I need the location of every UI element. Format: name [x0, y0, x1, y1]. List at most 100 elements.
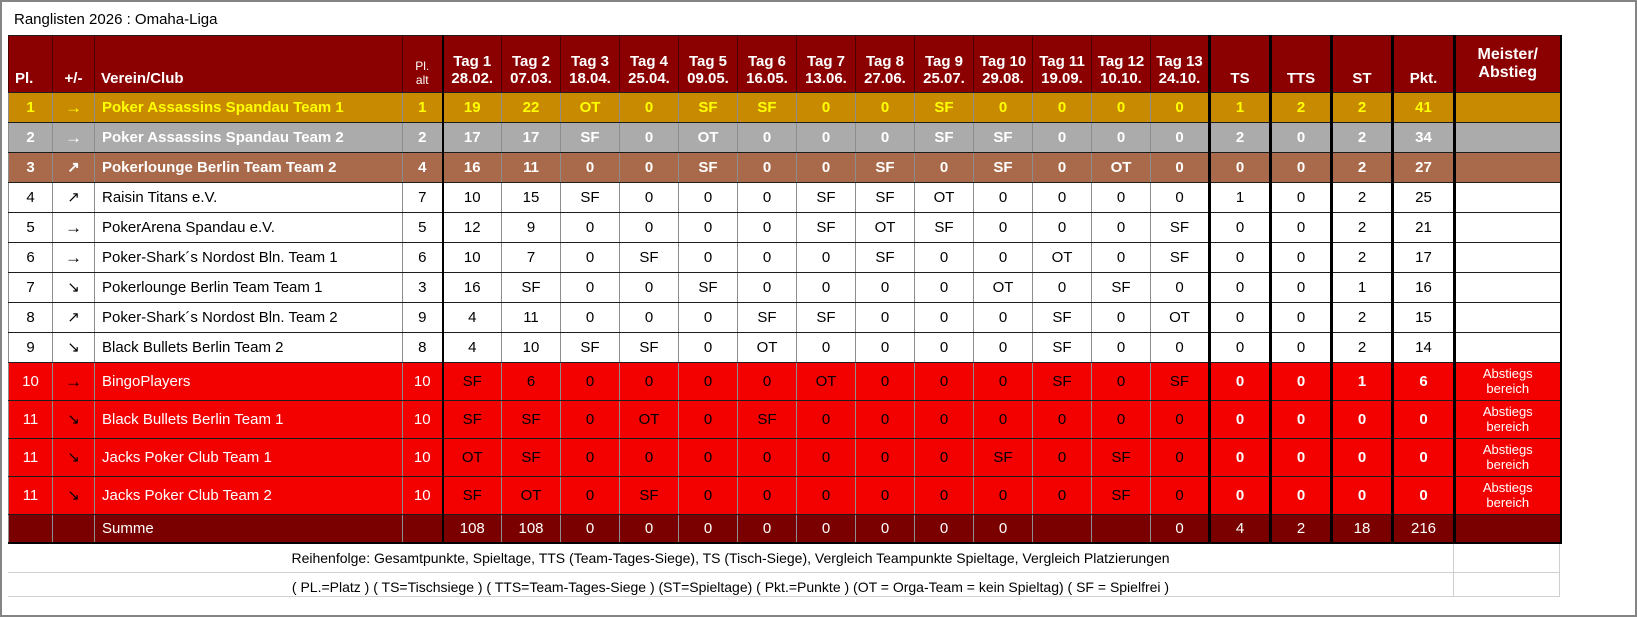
col-header-ts: TS — [1208, 35, 1271, 93]
cell-tag-1: 4 — [441, 302, 502, 333]
cell-tag-5: 0 — [678, 514, 738, 544]
cell-tag-12: 0 — [1091, 92, 1151, 123]
cell-tag-2: 17 — [501, 122, 561, 153]
cell-tag-1: 16 — [441, 272, 502, 303]
cell-tag-6: 0 — [737, 122, 797, 153]
cell-meister-abstieg — [1453, 92, 1562, 123]
cell-tag-1: 10 — [441, 242, 502, 273]
cell-meister-abstieg — [1453, 152, 1562, 183]
cell-tag-12: 0 — [1091, 332, 1151, 363]
cell-tag-4: 0 — [619, 122, 679, 153]
cell-tag-9: SF — [914, 122, 974, 153]
cell-st: 2 — [1330, 332, 1393, 363]
cell-tag-13: 0 — [1150, 476, 1210, 515]
cell-tag-12: SF — [1091, 438, 1151, 477]
cell-place: 11 — [8, 476, 53, 515]
cell-tag-7: 0 — [796, 400, 856, 439]
cell-meister-abstieg — [1453, 332, 1562, 363]
footnote-order: Reihenfolge: Gesamtpunkte, Spieltage, TT… — [8, 543, 1454, 573]
cell-tag-6: 0 — [737, 152, 797, 183]
team-row: 9 ↘ Black Bullets Berlin Team 2 8 4 10 SF SF 0 OT… — [8, 332, 1562, 363]
cell-pkt: 6 — [1391, 362, 1455, 401]
trend-right-icon: → — [65, 97, 82, 117]
cell-tag-9: OT — [914, 182, 974, 213]
cell-st: 2 — [1330, 182, 1393, 213]
cell-tag-2: 9 — [501, 212, 561, 243]
cell-st: 2 — [1330, 242, 1393, 273]
cell-trend: ↗ — [52, 182, 95, 213]
cell-tag-9: 0 — [914, 302, 974, 333]
ranking-table: Pl. +/- Verein/Club Pl. alt Tag 1 28.02. Tag … — [8, 35, 1562, 544]
cell-meister-abstieg — [1453, 514, 1562, 544]
cell-club-name: Black Bullets Berlin Team 1 — [94, 400, 403, 439]
cell-tag-13: SF — [1150, 212, 1210, 243]
col-header-tag-8: Tag 8 27.06. — [855, 35, 915, 93]
cell-tag-7: SF — [796, 212, 856, 243]
cell-club-name: Poker Assassins Spandau Team 2 — [94, 122, 403, 153]
cell-place-old: 5 — [402, 212, 443, 243]
cell-tag-2: SF — [501, 400, 561, 439]
trend-up-icon: ↗ — [67, 188, 80, 206]
cell-st: 1 — [1330, 272, 1393, 303]
cell-tag-5: 0 — [678, 182, 738, 213]
cell-st: 2 — [1330, 302, 1393, 333]
cell-tag-12: 0 — [1091, 400, 1151, 439]
cell-tag-9: SF — [914, 92, 974, 123]
cell-meister-abstieg: Abstiegs bereich — [1453, 362, 1562, 401]
cell-st: 2 — [1330, 212, 1393, 243]
cell-tag-5: 0 — [678, 332, 738, 363]
cell-st: 0 — [1330, 476, 1393, 515]
cell-trend: ↘ — [52, 476, 95, 515]
cell-tag-4: 0 — [619, 152, 679, 183]
cell-place — [8, 514, 53, 544]
cell-tts: 0 — [1269, 476, 1332, 515]
cell-tag-11: 0 — [1032, 476, 1092, 515]
cell-tag-7: SF — [796, 302, 856, 333]
trend-up-icon: ↗ — [67, 158, 80, 176]
cell-place-old: 9 — [402, 302, 443, 333]
cell-tag-10: 0 — [973, 182, 1033, 213]
cell-tag-8: 0 — [855, 332, 915, 363]
cell-club-name: Poker-Shark´s Nordost Bln. Team 1 — [94, 242, 403, 273]
cell-tag-3: 0 — [560, 302, 620, 333]
cell-meister-abstieg: Abstiegs bereich — [1453, 400, 1562, 439]
cell-tag-2: 15 — [501, 182, 561, 213]
cell-tag-4: SF — [619, 332, 679, 363]
cell-tag-13: SF — [1150, 362, 1210, 401]
cell-tag-6: SF — [737, 400, 797, 439]
sum-pkt: 216 — [1391, 514, 1455, 544]
cell-place: 8 — [8, 302, 53, 333]
trend-down-icon: ↘ — [67, 410, 80, 428]
cell-tag-2: 7 — [501, 242, 561, 273]
cell-tag-4: 0 — [619, 272, 679, 303]
cell-club-name: Poker Assassins Spandau Team 1 — [94, 92, 403, 123]
cell-tag-10: SF — [973, 438, 1033, 477]
col-header-club: Verein/Club — [94, 35, 403, 93]
ranking-table-head: Pl. +/- Verein/Club Pl. alt Tag 1 28.02. Tag … — [8, 35, 1562, 93]
cell-tag-7: 0 — [796, 332, 856, 363]
cell-ts: 0 — [1208, 332, 1271, 363]
team-row: 5 → PokerArena Spandau e.V. 5 12 9 0 0 0 0 SF OT SF 0… — [8, 212, 1562, 243]
team-row: 10 → BingoPlayers 10 SF 6 0 0 0 0 OT 0 0 0 SF 0 SF 0 0 1 6 Ab… — [8, 362, 1562, 401]
cell-tag-10: 0 — [973, 476, 1033, 515]
cell-tag-6: 0 — [737, 182, 797, 213]
cell-tag-1: 16 — [441, 152, 502, 183]
cell-tag-11: 0 — [1032, 122, 1092, 153]
trend-right-icon: → — [65, 371, 82, 391]
cell-place-old — [402, 514, 443, 544]
cell-meister-abstieg — [1453, 122, 1562, 153]
col-header-tag-10: Tag 10 29.08. — [973, 35, 1033, 93]
cell-tag-13: 0 — [1150, 438, 1210, 477]
trend-down-icon: ↘ — [67, 278, 80, 296]
cell-meister-abstieg — [1453, 182, 1562, 213]
cell-tag-3: 0 — [560, 362, 620, 401]
cell-tag-11: OT — [1032, 242, 1092, 273]
team-row: 11 ↘ Black Bullets Berlin Team 1 10 SF SF 0 OT 0… — [8, 400, 1562, 439]
cell-tag-3: 0 — [560, 212, 620, 243]
cell-pkt: 0 — [1391, 438, 1455, 477]
cell-tag-1: 12 — [441, 212, 502, 243]
cell-tag-10: 0 — [973, 332, 1033, 363]
cell-tts: 0 — [1269, 152, 1332, 183]
cell-st: 0 — [1330, 438, 1393, 477]
cell-tag-8: 0 — [855, 302, 915, 333]
